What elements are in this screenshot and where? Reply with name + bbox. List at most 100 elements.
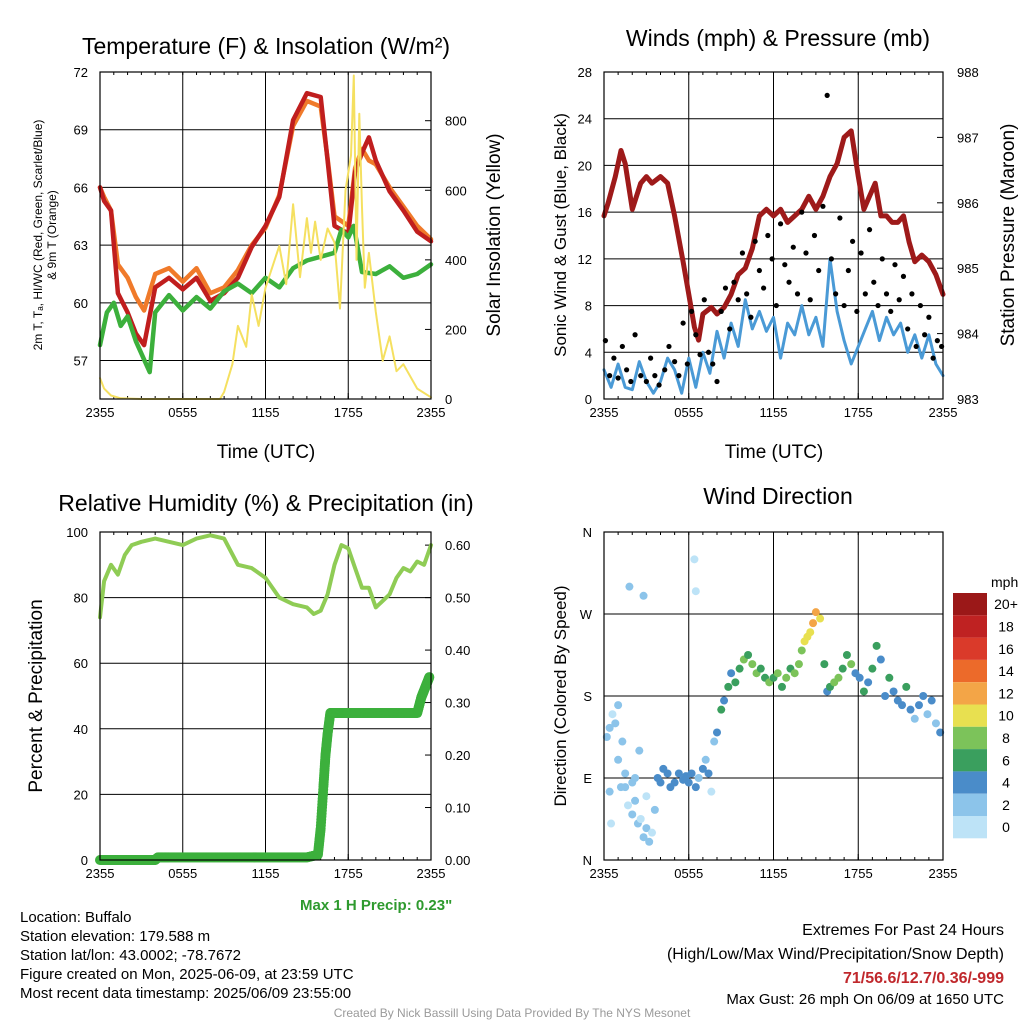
chart-title: Relative Humidity (%) & Precipitation (i… <box>58 490 473 516</box>
gust-point <box>837 215 843 221</box>
gust-point <box>790 244 796 250</box>
direction-point <box>684 778 693 787</box>
y-tick-label: S <box>583 689 592 704</box>
gust-point <box>926 314 932 320</box>
y-tick-label: 20 <box>578 158 592 173</box>
gust-point <box>786 279 792 285</box>
y2-tick-label: 0.60 <box>445 538 470 553</box>
y2-tick-label: 0.10 <box>445 801 470 816</box>
direction-point <box>670 778 679 787</box>
direction-point <box>704 769 713 778</box>
colorbar-swatch <box>953 704 987 727</box>
direction-point <box>639 833 648 842</box>
gust-point <box>896 297 902 303</box>
y2-tick-label: 0 <box>445 392 452 407</box>
gust-point <box>638 373 644 379</box>
gust-point <box>892 262 898 268</box>
direction-point <box>642 824 651 833</box>
direction-point <box>881 692 890 700</box>
colorbar-label: 18 <box>998 618 1014 634</box>
y-axis-label: Percent & Precipitation <box>26 599 47 792</box>
x-axis-label: Time (UTC) <box>217 442 316 463</box>
plot-frame <box>99 71 432 400</box>
gust-point <box>684 361 690 367</box>
x-tick-label: 2355 <box>417 405 446 420</box>
direction-point <box>794 660 803 669</box>
gust-point <box>811 232 818 239</box>
gust-point <box>871 279 877 285</box>
colorbar-swatch <box>953 593 987 616</box>
y-tick-label: N <box>583 853 592 868</box>
gust-point <box>875 302 881 309</box>
gust-point <box>619 343 625 350</box>
x-tick-label: 1755 <box>334 405 363 420</box>
gust-point <box>688 308 695 315</box>
x-tick-label: 0555 <box>168 866 197 881</box>
extremes-subtitle: (High/Low/Max Wind/Precipitation/Snow De… <box>666 946 1004 963</box>
direction-point <box>625 582 634 591</box>
gust-point <box>909 291 915 297</box>
y-tick-label: 63 <box>74 238 88 253</box>
colorbar-swatch <box>953 682 987 705</box>
gust-point <box>930 355 936 361</box>
x-tick-label: 2355 <box>590 866 619 881</box>
gust-point <box>648 355 654 361</box>
direction-point <box>834 673 843 682</box>
y2-tick-label: 0.20 <box>445 748 470 763</box>
direction-point <box>816 614 825 623</box>
y-tick-label: 12 <box>578 252 592 267</box>
direction-point <box>663 769 672 778</box>
y-tick-label: 28 <box>578 65 592 80</box>
direction-point <box>919 692 928 700</box>
wind-pressure-panel: 2355 0555 1155 1755 235504812162024289839849… <box>551 25 1019 463</box>
colorbar-label: 2 <box>1002 797 1010 813</box>
x-tick-label: 0555 <box>674 405 703 420</box>
gust-point <box>888 308 894 315</box>
y-axis-label: & 9m T (Orange) <box>45 190 59 280</box>
direction-point <box>876 655 885 664</box>
x-tick-label: 2355 <box>590 405 619 420</box>
gust-point <box>773 302 779 309</box>
gust-point <box>866 227 873 233</box>
direction-point <box>710 737 719 746</box>
gust-point <box>777 221 784 227</box>
gust-point <box>731 279 737 285</box>
gust-point <box>697 352 703 358</box>
direction-point <box>642 792 651 801</box>
gust-point <box>607 373 613 379</box>
direction-point <box>645 837 654 846</box>
gust-point <box>841 302 847 309</box>
x-tick-label: 1155 <box>760 866 788 881</box>
y-tick-label: 8 <box>585 299 592 314</box>
direction-point <box>720 696 729 705</box>
direction-point <box>859 687 868 696</box>
x-tick-label: 0555 <box>168 405 197 420</box>
colorbar-swatch <box>953 793 987 816</box>
gust-point <box>833 291 839 297</box>
direction-point <box>731 678 740 687</box>
gust-point <box>782 262 788 268</box>
colorbar-title: mph <box>991 574 1018 590</box>
direction-point <box>636 815 645 823</box>
gust-point <box>862 291 868 297</box>
gust-point <box>752 238 758 244</box>
gust-point <box>652 373 658 379</box>
gust-point <box>761 285 767 291</box>
direction-point <box>744 651 753 659</box>
y-tick-label: 69 <box>74 123 88 138</box>
gust-point <box>714 378 720 385</box>
plot-frame <box>603 71 944 400</box>
y-tick-label: 24 <box>578 112 592 127</box>
y-tick-label: 20 <box>74 787 88 802</box>
direction-point <box>868 664 877 673</box>
direction-point <box>927 696 936 705</box>
extremes-block: Extremes For Past 24 Hours (High/Low/Max… <box>667 919 1004 1009</box>
direction-point <box>847 660 856 669</box>
gust-point <box>666 343 672 350</box>
direction-point <box>608 710 617 719</box>
elevation-text: Station elevation: 179.588 m <box>20 928 211 945</box>
direction-point <box>898 701 907 710</box>
direction-point <box>797 646 806 655</box>
direction-point <box>790 669 799 678</box>
